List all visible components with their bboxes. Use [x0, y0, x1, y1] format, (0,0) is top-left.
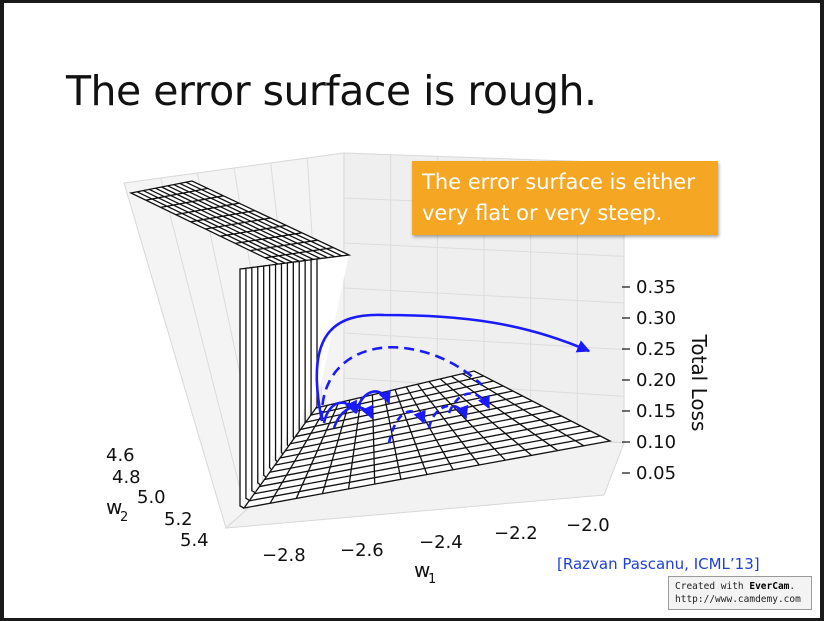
x-tick-label: −2.2	[494, 523, 538, 544]
svg-text:w: w	[106, 495, 122, 519]
watermark-brand: EverCam	[749, 581, 790, 592]
z-tick-label: 0.20	[636, 370, 676, 391]
z-tick-label: 0.35	[636, 277, 676, 298]
arrow-hop	[322, 399, 358, 424]
arrow-hop	[427, 404, 469, 429]
y-tick-label: 4.6	[106, 445, 135, 466]
x-axis-ticks: −2.8 −2.6 −2.4 −2.2 −2.0	[262, 515, 610, 566]
z-tick-label: 0.15	[636, 401, 676, 422]
y-tick-label: 5.2	[164, 509, 193, 530]
arrow-jump-out	[315, 313, 591, 422]
svg-text:w: w	[414, 558, 430, 582]
callout-box: The error surface is either very flat or…	[412, 161, 718, 235]
loss-surface-plot: 0.350.300.250.200.150.100.05 −2.8 −2.6 −2.…	[106, 152, 711, 587]
y-tick-label: 5.4	[180, 530, 209, 551]
slide-title: The error surface is rough.	[66, 67, 597, 115]
x-tick-label: −2.8	[262, 545, 306, 566]
z-tick-label: 0.05	[636, 463, 676, 484]
callout-line-2: very flat or very steep.	[422, 201, 663, 225]
x-tick-label: −2.0	[566, 515, 610, 536]
z-axis-label: Total Loss	[687, 334, 711, 432]
citation: [Razvan Pascanu, ICML’13]	[557, 555, 760, 573]
watermark-url: http://www.camdemy.com	[675, 594, 801, 605]
z-tick-label: 0.30	[636, 308, 676, 329]
x-tick-label: −2.4	[419, 532, 463, 553]
slide: The error surface is rough. 0.35 0.30 0.25…	[4, 3, 820, 618]
svg-text:2: 2	[120, 510, 128, 525]
cliff-wall	[315, 254, 350, 409]
arrow-hop	[332, 404, 374, 429]
z-tick-label: 0.25	[636, 339, 676, 360]
y-tick-label: 4.8	[112, 467, 141, 488]
arrow-hop	[447, 392, 491, 414]
svg-text:1: 1	[428, 572, 436, 587]
arrow-hop	[387, 409, 426, 444]
arrow-dashed-upper	[320, 345, 483, 422]
y-axis-label: w 2	[106, 495, 128, 525]
trajectory-arrows	[315, 313, 591, 444]
x-axis-label: w 1	[414, 558, 436, 587]
y-tick-label: 5.0	[137, 487, 166, 508]
watermark: Created with EverCam. http://www.camdemy…	[668, 576, 812, 610]
x-tick-label: −2.6	[340, 540, 384, 561]
y-axis-ticks: 4.64.85.05.25.4	[106, 445, 209, 551]
callout-line-1: The error surface is either	[422, 170, 695, 194]
z-tick-label: 0.10	[636, 432, 676, 453]
z-axis-ticks: 0.35 0.30 0.25 0.20 0.15 0.10 0.05	[622, 277, 676, 484]
